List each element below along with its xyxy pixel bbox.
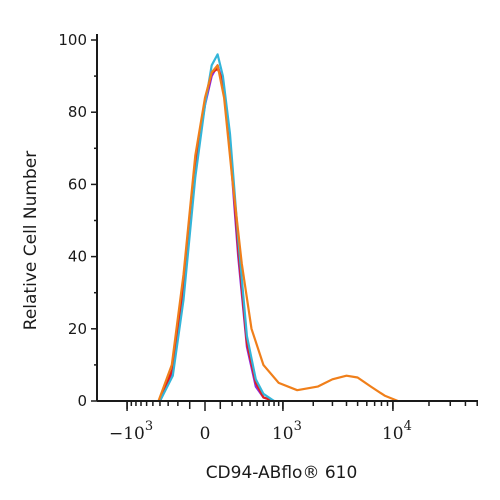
y-axis-title: Relative Cell Number xyxy=(21,151,41,330)
x-axis: −1030103104105 xyxy=(97,400,478,444)
x-tick-label: −103 xyxy=(109,419,153,444)
x-tick-label: 104 xyxy=(382,419,412,444)
y-tick-label: 0 xyxy=(77,392,87,410)
y-tick-label: 40 xyxy=(68,248,87,266)
y-axis: 0 20 40 60 80 100 xyxy=(58,31,98,410)
x-axis-title: CD94-ABflo® 610 xyxy=(206,463,358,483)
y-tick-label: 80 xyxy=(68,103,87,121)
histogram-curve xyxy=(158,53,276,403)
x-tick-label: 0 xyxy=(200,424,211,444)
y-tick-label: 60 xyxy=(68,175,87,193)
histogram-curves xyxy=(157,53,399,403)
x-tick-label: 103 xyxy=(272,419,302,444)
y-tick-label: 20 xyxy=(68,320,87,338)
y-tick-label: 100 xyxy=(58,31,87,49)
histogram-curve xyxy=(157,64,399,403)
